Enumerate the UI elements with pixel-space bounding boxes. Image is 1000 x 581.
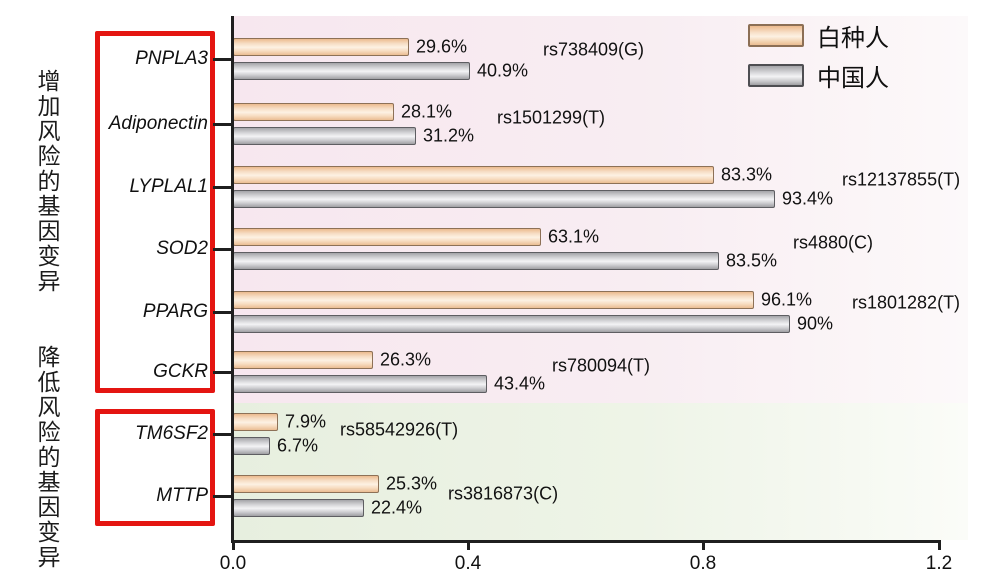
variant-label: rs3816873(C): [448, 483, 559, 504]
legend-label-chinese: 中国人: [817, 64, 889, 92]
bar-caucasian-adiponectin: [233, 103, 394, 121]
bar-caucasian-mttp: [233, 475, 379, 493]
variant-label: rs738409(G): [543, 39, 645, 60]
value-label-chinese: 31.2%: [423, 125, 475, 146]
legend: 白种人 中国人: [748, 22, 889, 102]
legend-item-chinese: 中国人: [748, 62, 889, 92]
plot-background-green: [234, 403, 968, 540]
group-caption-char: 变: [37, 243, 61, 269]
gene-tick: [213, 311, 233, 314]
gene-label-lyplal1: LYPLAL1: [129, 176, 208, 197]
value-label-chinese: 83.5%: [726, 250, 778, 271]
gene-label-adiponectin: Adiponectin: [108, 113, 208, 134]
group-caption-char: 的: [37, 444, 61, 470]
group-caption-risk-increasing: 增加风险的基因变异: [36, 69, 62, 294]
group-caption-char: 因: [37, 218, 61, 244]
bar-chinese-tm6sf2: [233, 437, 270, 455]
value-label-chinese: 40.9%: [477, 60, 529, 81]
group-caption-char: 加: [37, 93, 61, 119]
group-caption-char: 变: [37, 519, 61, 545]
legend-item-caucasian: 白种人: [748, 22, 889, 52]
group-box-risk-increasing: [95, 31, 215, 393]
value-label-chinese: 93.4%: [782, 188, 834, 209]
x-axis-tick: [938, 540, 941, 550]
x-axis-tick-label: 0.8: [689, 553, 717, 574]
variant-label: rs58542926(T): [340, 419, 459, 440]
x-axis-tick: [232, 540, 235, 550]
bar-caucasian-pnpla3: [233, 38, 409, 56]
group-caption-char: 基: [37, 469, 61, 495]
legend-label-caucasian: 白种人: [817, 24, 889, 52]
gene-label-pparg: PPARG: [142, 301, 208, 322]
group-caption-char: 异: [37, 268, 61, 294]
value-label-caucasian: 96.1%: [761, 289, 813, 310]
bar-caucasian-tm6sf2: [233, 413, 278, 431]
variant-label: rs12137855(T): [842, 169, 961, 190]
bar-chinese-pparg: [233, 315, 790, 333]
x-axis-tick: [467, 540, 470, 550]
variant-label: rs1501299(T): [497, 107, 606, 128]
legend-swatch-caucasian-icon: [748, 23, 804, 47]
gene-tick: [213, 186, 233, 189]
gene-label-pnpla3: PNPLA3: [135, 48, 208, 69]
group-caption-char: 低: [37, 369, 61, 395]
gene-tick: [213, 123, 233, 126]
variant-label: rs780094(T): [552, 355, 651, 376]
variant-label: rs4880(C): [793, 232, 874, 253]
group-caption-char: 异: [37, 544, 61, 570]
x-axis-tick: [702, 540, 705, 550]
gene-tick: [213, 58, 233, 61]
gene-label-gckr: GCKR: [153, 361, 208, 382]
bar-chinese-gckr: [233, 375, 487, 393]
group-caption-char: 降: [37, 344, 61, 370]
y-axis-line: [231, 16, 234, 543]
gene-label-tm6sf2: TM6SF2: [135, 423, 208, 444]
group-caption-char: 风: [37, 118, 61, 144]
group-caption-char: 险: [37, 143, 61, 169]
value-label-chinese: 22.4%: [371, 497, 423, 518]
value-label-caucasian: 25.3%: [386, 473, 438, 494]
value-label-caucasian: 26.3%: [380, 349, 432, 370]
gene-tick: [213, 495, 233, 498]
gene-label-mttp: MTTP: [156, 485, 208, 506]
bar-chinese-adiponectin: [233, 127, 416, 145]
bar-chinese-mttp: [233, 499, 364, 517]
x-axis-line: [231, 540, 940, 543]
gene-tick: [213, 433, 233, 436]
group-caption-char: 基: [37, 193, 61, 219]
value-label-caucasian: 7.9%: [285, 411, 327, 432]
group-caption-char: 的: [37, 168, 61, 194]
bar-chinese-lyplal1: [233, 190, 775, 208]
bar-caucasian-gckr: [233, 351, 373, 369]
x-axis-tick-label: 0.4: [454, 553, 482, 574]
plot-background-pink: [234, 16, 968, 403]
group-caption-char: 因: [37, 494, 61, 520]
value-label-caucasian: 28.1%: [401, 101, 453, 122]
group-caption-char: 险: [37, 419, 61, 445]
group-caption-char: 增: [37, 68, 61, 94]
value-label-caucasian: 83.3%: [721, 164, 773, 185]
bar-caucasian-pparg: [233, 291, 754, 309]
gene-tick: [213, 248, 233, 251]
bar-chinese-sod2: [233, 252, 719, 270]
value-label-chinese: 6.7%: [277, 435, 319, 456]
group-box-risk-decreasing: [95, 409, 215, 526]
value-label-chinese: 43.4%: [494, 373, 546, 394]
legend-swatch-chinese-icon: [748, 63, 804, 87]
group-caption-char: 风: [37, 394, 61, 420]
bar-caucasian-sod2: [233, 228, 541, 246]
variant-label: rs1801282(T): [852, 292, 961, 313]
bar-caucasian-lyplal1: [233, 166, 714, 184]
gene-tick: [213, 371, 233, 374]
gene-label-sod2: SOD2: [156, 238, 208, 259]
value-label-chinese: 90%: [797, 313, 834, 334]
group-caption-risk-decreasing: 降低风险的基因变异: [36, 345, 62, 570]
x-axis-tick-label: 1.2: [925, 553, 953, 574]
bar-chinese-pnpla3: [233, 62, 470, 80]
value-label-caucasian: 29.6%: [416, 36, 468, 57]
x-axis-tick-label: 0.0: [219, 553, 247, 574]
value-label-caucasian: 63.1%: [548, 226, 600, 247]
